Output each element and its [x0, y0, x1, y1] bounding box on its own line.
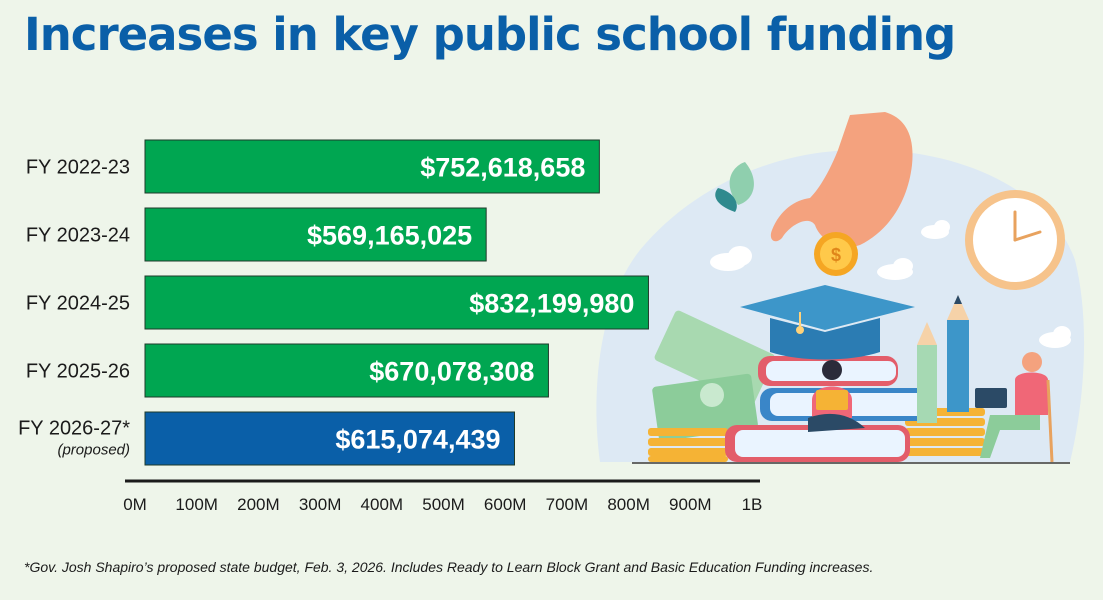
coin-stack-icon [648, 408, 985, 462]
x-tick-label-10: 1B [742, 495, 763, 514]
category-label-4: FY 2026-27* [18, 418, 130, 440]
chart-title: Increases in key public school funding [24, 8, 956, 61]
category-label-2: FY 2024-25 [26, 293, 130, 315]
svg-text:$: $ [831, 245, 841, 265]
footnote: *Gov. Josh Shapiro’s proposed state budg… [24, 559, 874, 575]
x-tick-label-9: 900M [669, 495, 712, 514]
value-label-2: $832,199,980 [469, 289, 634, 319]
bar-2 [144, 275, 649, 330]
bar-4 [144, 411, 516, 466]
bar-0 [144, 139, 600, 194]
student-icon [808, 360, 865, 432]
category-label-3: FY 2025-26 [26, 361, 130, 383]
coin-icon: $ [814, 232, 858, 276]
laptop-user-icon [975, 352, 1054, 463]
clock-icon [965, 190, 1065, 290]
x-tick-label-6: 600M [484, 495, 527, 514]
category-label-1: FY 2023-24 [26, 225, 130, 247]
value-label-3: $670,078,308 [369, 357, 534, 387]
bar-3 [144, 343, 549, 398]
x-tick-label-1: 100M [175, 495, 218, 514]
value-label-0: $752,618,658 [420, 153, 585, 183]
hand-icon [770, 112, 913, 248]
leaf-icon [715, 162, 754, 212]
x-tick-label-5: 500M [422, 495, 465, 514]
value-label-1: $569,165,025 [307, 221, 472, 251]
money-icon [652, 310, 775, 442]
x-tick-label-4: 400M [361, 495, 404, 514]
graduation-cap-icon [740, 285, 915, 360]
category-label-0: FY 2022-23 [26, 157, 130, 179]
x-tick-label-2: 200M [237, 495, 280, 514]
cloud-icon [710, 220, 1071, 348]
pencil-icon [917, 295, 969, 423]
value-label-4: $615,074,439 [335, 425, 500, 455]
x-tick-label-3: 300M [299, 495, 342, 514]
x-tick-label-0: 0M [123, 495, 147, 514]
x-tick-label-7: 700M [546, 495, 589, 514]
bar-1 [144, 207, 487, 262]
category-sublabel-4: (proposed) [57, 442, 130, 459]
x-tick-label-8: 800M [607, 495, 650, 514]
